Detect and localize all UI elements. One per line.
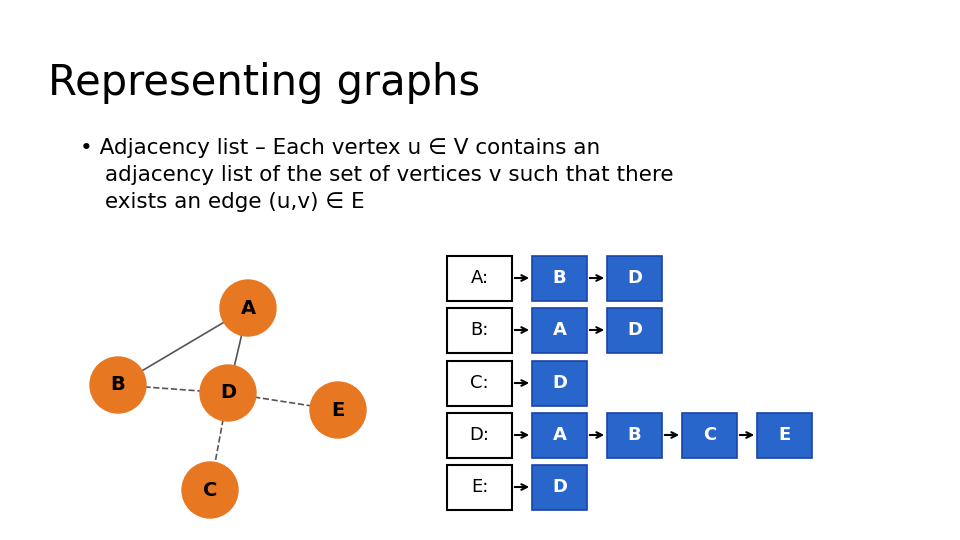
FancyBboxPatch shape (607, 255, 662, 300)
FancyBboxPatch shape (447, 361, 512, 406)
Circle shape (220, 280, 276, 336)
FancyBboxPatch shape (532, 413, 587, 457)
Text: D:: D: (469, 426, 490, 444)
Circle shape (90, 357, 146, 413)
Text: B:: B: (470, 321, 489, 339)
Text: C: C (703, 426, 716, 444)
FancyBboxPatch shape (682, 413, 737, 457)
FancyBboxPatch shape (447, 255, 512, 300)
Text: D: D (220, 383, 236, 402)
Text: A: A (553, 321, 566, 339)
Text: B: B (553, 269, 566, 287)
Text: A: A (553, 426, 566, 444)
Text: C:: C: (470, 374, 489, 392)
Text: B: B (628, 426, 641, 444)
Text: B: B (110, 375, 126, 395)
Text: E:: E: (470, 478, 489, 496)
FancyBboxPatch shape (532, 255, 587, 300)
Circle shape (182, 462, 238, 518)
FancyBboxPatch shape (532, 464, 587, 510)
Text: D: D (627, 269, 642, 287)
FancyBboxPatch shape (757, 413, 812, 457)
FancyBboxPatch shape (447, 464, 512, 510)
Text: C: C (203, 481, 217, 500)
Text: D: D (627, 321, 642, 339)
Text: adjacency list of the set of vertices v such that there: adjacency list of the set of vertices v … (105, 165, 674, 185)
Text: D: D (552, 374, 567, 392)
FancyBboxPatch shape (532, 307, 587, 353)
Text: exists an edge (u,v) ∈ E: exists an edge (u,v) ∈ E (105, 192, 365, 212)
FancyBboxPatch shape (532, 361, 587, 406)
Circle shape (200, 365, 256, 421)
Text: Representing graphs: Representing graphs (48, 62, 480, 104)
Text: E: E (779, 426, 791, 444)
FancyBboxPatch shape (447, 413, 512, 457)
Circle shape (310, 382, 366, 438)
Text: • Adjacency list – Each vertex u ∈ V contains an: • Adjacency list – Each vertex u ∈ V con… (80, 138, 600, 158)
FancyBboxPatch shape (447, 307, 512, 353)
Text: A:: A: (470, 269, 489, 287)
FancyBboxPatch shape (607, 307, 662, 353)
Text: D: D (552, 478, 567, 496)
FancyBboxPatch shape (607, 413, 662, 457)
Text: A: A (240, 299, 255, 318)
Text: E: E (331, 401, 345, 420)
